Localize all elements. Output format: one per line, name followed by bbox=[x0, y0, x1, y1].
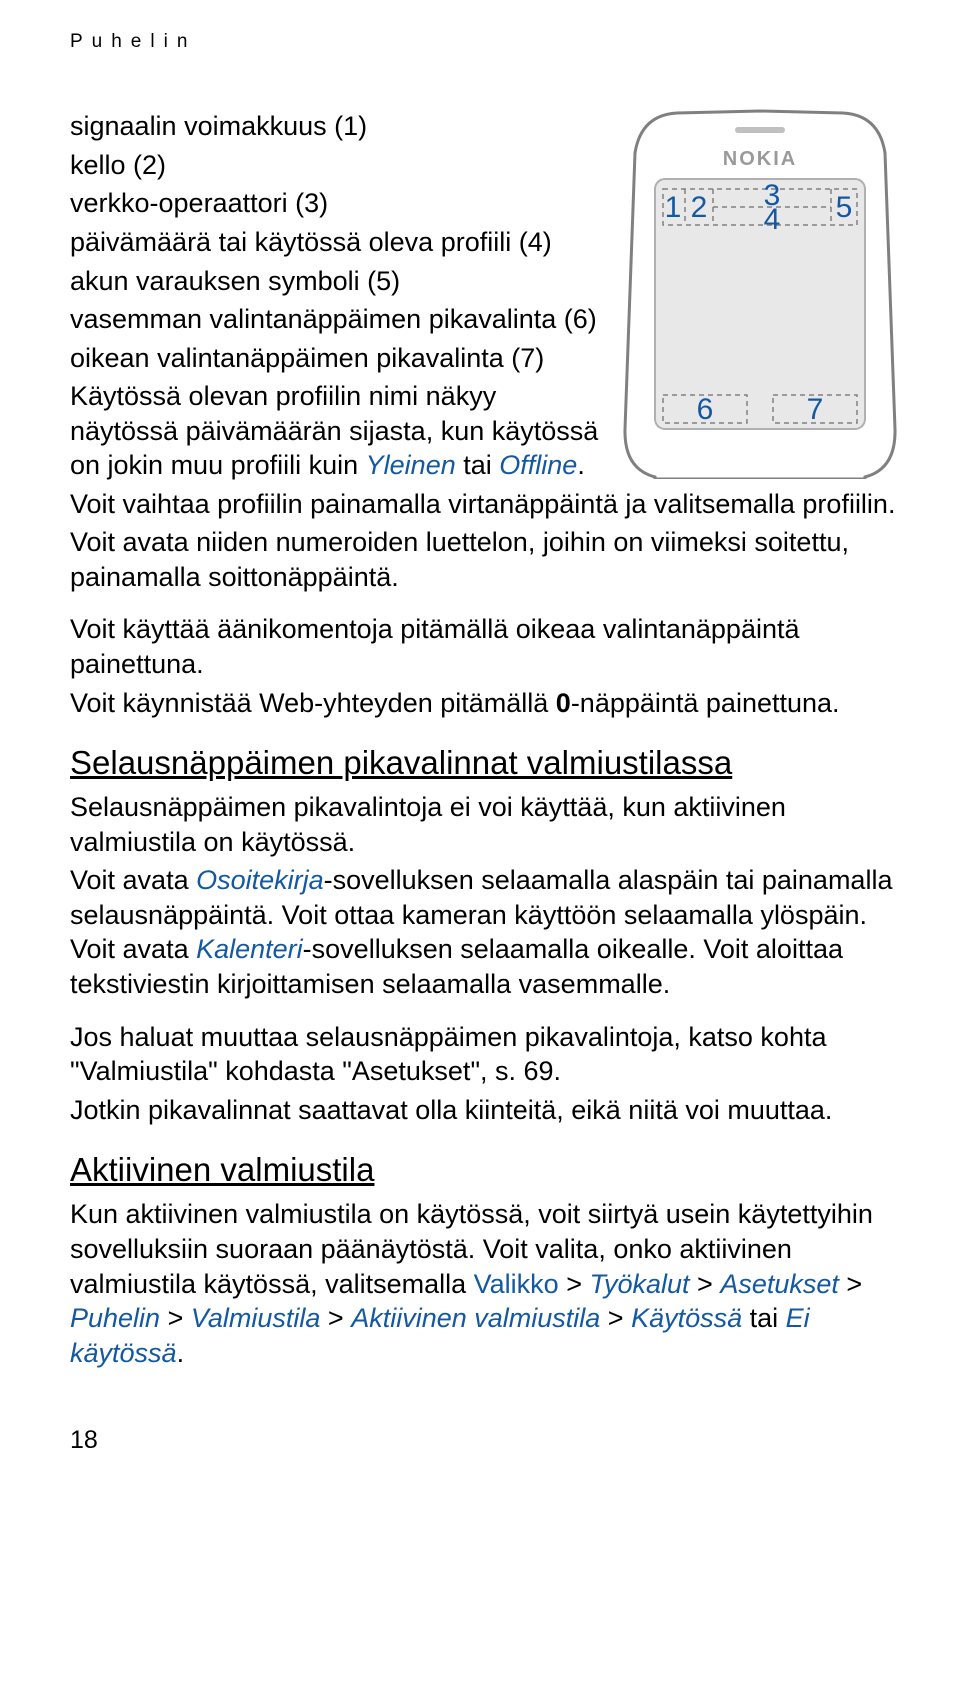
paragraph-switch-profile: Voit vaihtaa profiilin painamalla virtan… bbox=[70, 487, 905, 522]
svg-text:6: 6 bbox=[697, 393, 714, 426]
paragraph-recent-numbers: Voit avata niiden numeroiden luettelon, … bbox=[70, 525, 905, 594]
svg-text:7: 7 bbox=[807, 393, 824, 426]
paragraph-web: Voit käynnistää Web-yhteyden pitämällä 0… bbox=[70, 686, 905, 721]
page-number: 18 bbox=[70, 1424, 905, 1456]
heading-nav-shortcuts: Selausnäppäimen pikavalinnat valmiustila… bbox=[70, 742, 905, 784]
svg-text:1: 1 bbox=[665, 191, 682, 224]
svg-text:2: 2 bbox=[691, 191, 708, 224]
svg-text:4: 4 bbox=[764, 203, 781, 236]
paragraph-active-standby: Kun aktiivinen valmiustila on käytössä, … bbox=[70, 1197, 905, 1370]
page-header: Puhelin bbox=[70, 30, 905, 54]
svg-text:5: 5 bbox=[836, 191, 853, 224]
phone-illustration: NOKIA 1 2 3 4 5 6 7 bbox=[615, 109, 905, 479]
paragraph-open-apps: Voit avata Osoitekirja-sovelluksen selaa… bbox=[70, 863, 905, 1001]
heading-active-standby: Aktiivinen valmiustila bbox=[70, 1149, 905, 1191]
paragraph-fixed-shortcuts: Jotkin pikavalinnat saattavat olla kiint… bbox=[70, 1093, 905, 1128]
brand-text: NOKIA bbox=[723, 148, 797, 170]
content: NOKIA 1 2 3 4 5 6 7 signaalin voimakkuus… bbox=[70, 109, 905, 1456]
phone-figure: NOKIA 1 2 3 4 5 6 7 bbox=[615, 109, 905, 479]
paragraph-voice-commands: Voit käyttää äänikomentoja pitämällä oik… bbox=[70, 612, 905, 681]
paragraph-change-shortcuts: Jos haluat muuttaa selausnäppäimen pikav… bbox=[70, 1020, 905, 1089]
paragraph-shortcuts-note: Selausnäppäimen pikavalintoja ei voi käy… bbox=[70, 790, 905, 859]
